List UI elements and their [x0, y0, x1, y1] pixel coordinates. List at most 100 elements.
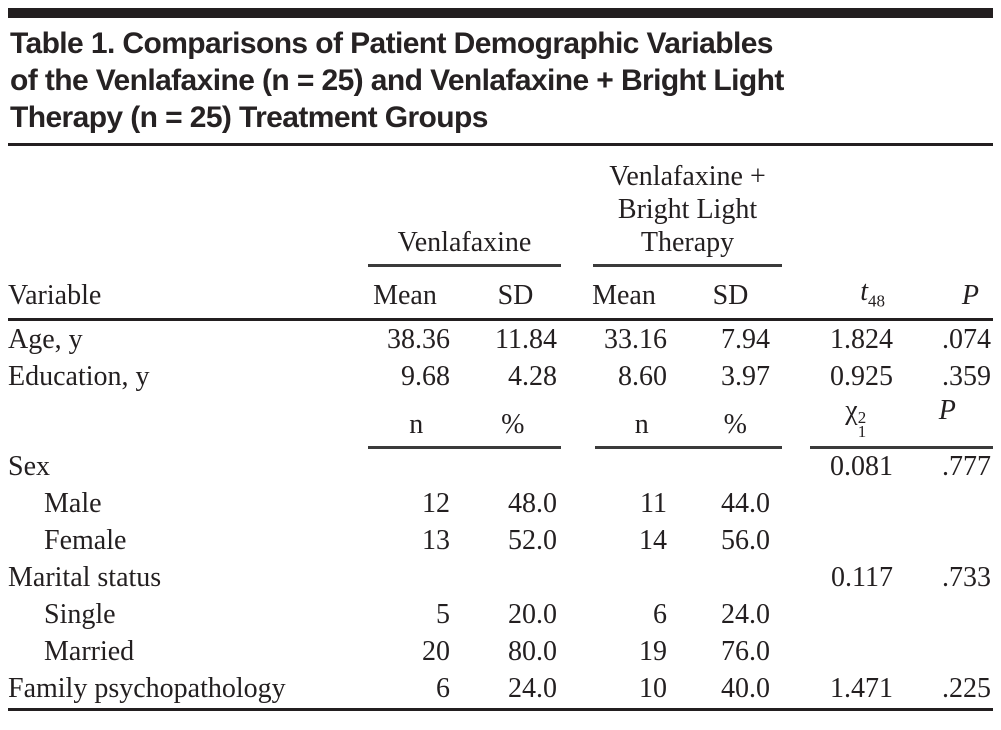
row-label: Sex — [8, 451, 50, 483]
group-header-row: Venlafaxine Venlafaxine + Bright Light T… — [8, 146, 993, 267]
cell — [679, 560, 782, 597]
table-row-age: Age, y 38.36 11.84 33.16 7.94 1.824 .074 — [8, 320, 993, 359]
cell: 0.925 — [830, 360, 894, 392]
cell: 3.97 — [721, 360, 771, 392]
row-label: Single — [44, 599, 116, 631]
title-line-2: of the Venlafaxine (n = 25) and Venlafax… — [10, 64, 784, 97]
table-row-married: Married 20 80.0 19 76.0 — [8, 634, 993, 671]
header-p-2: P — [938, 395, 956, 426]
title-line-3: Therapy (n = 25) Treatment Groups — [10, 101, 488, 134]
spacer-cell — [8, 395, 348, 449]
table-row-sex: Sex 0.081 .777 — [8, 449, 993, 486]
cell: 8.60 — [618, 360, 667, 392]
cell: .074 — [942, 323, 992, 355]
cell: 80.0 — [508, 636, 557, 668]
cell — [348, 560, 462, 597]
spacer-cell — [8, 146, 348, 267]
count-header-group-2: n % — [569, 395, 783, 449]
table-row-female: Female 13 52.0 14 56.0 — [8, 523, 993, 560]
group-label: Venlafaxine — [397, 227, 532, 258]
cell — [679, 449, 782, 486]
header-mean-1: Mean — [348, 267, 462, 321]
cell: 13 — [422, 525, 450, 557]
cell: 1.824 — [830, 323, 894, 355]
cell: .733 — [942, 562, 992, 594]
cell: 40.0 — [721, 673, 771, 705]
group-label: Venlafaxine + Bright Light Therapy — [609, 161, 766, 258]
header-n-2: n — [634, 408, 649, 440]
column-header-row: Variable Mean SD Mean SD t48 P — [8, 267, 994, 321]
cell — [782, 597, 905, 634]
row-label: Family psychopathology — [8, 673, 286, 705]
title-line-1: Table 1. Comparisons of Patient Demograp… — [10, 27, 773, 60]
cell: 48.0 — [508, 488, 557, 520]
group-header-venlafaxine-blt: Venlafaxine + Bright Light Therapy — [569, 146, 783, 267]
cell: 24.0 — [721, 599, 771, 631]
cell — [348, 449, 462, 486]
header-t48: t48 — [782, 267, 906, 321]
spacer-cell — [782, 146, 905, 267]
cell — [569, 449, 679, 486]
cell: 38.36 — [387, 323, 450, 355]
cell: 52.0 — [508, 525, 557, 557]
cell: .777 — [942, 451, 992, 483]
cell — [569, 560, 679, 597]
row-label: Education, y — [8, 360, 150, 392]
header-variable: Variable — [8, 267, 348, 321]
cell — [462, 560, 569, 597]
row-label: Age, y — [8, 323, 83, 355]
title-rule — [8, 143, 993, 146]
header-sd-2: SD — [679, 267, 783, 321]
cell: 24.0 — [508, 673, 557, 705]
row-label: Married — [44, 636, 135, 668]
header-mean-2: Mean — [569, 267, 679, 321]
cell: 76.0 — [721, 636, 771, 668]
group-header-venlafaxine: Venlafaxine — [348, 146, 569, 267]
cell: 12 — [422, 488, 450, 520]
cell: 6 — [436, 673, 450, 705]
cell: 56.0 — [721, 525, 771, 557]
cell — [905, 597, 993, 634]
cell: 4.28 — [508, 360, 557, 392]
count-header-group-1: n % — [348, 395, 569, 449]
table-row-marital-status: Marital status 0.117 .733 — [8, 560, 993, 597]
cell — [782, 523, 905, 560]
row-label: Marital status — [8, 562, 162, 594]
cell — [905, 486, 993, 523]
row-label: Female — [44, 525, 127, 557]
header-pct-1: % — [501, 408, 525, 440]
cell: 20.0 — [508, 599, 557, 631]
cell: 5 — [436, 599, 450, 631]
cell: 33.16 — [604, 323, 667, 355]
cell: 9.68 — [401, 360, 450, 392]
page: Table 1. Comparisons of Patient Demograp… — [8, 8, 994, 711]
cell: 1.471 — [830, 673, 894, 705]
header-pct-2: % — [723, 408, 747, 440]
cell: 6 — [653, 599, 667, 631]
cell — [782, 634, 905, 671]
cell: 44.0 — [721, 488, 771, 520]
cell: 0.117 — [831, 562, 894, 594]
cell: .359 — [942, 360, 992, 392]
cell: 19 — [639, 636, 667, 668]
table-title: Table 1. Comparisons of Patient Demograp… — [10, 25, 993, 136]
spacer-cell — [905, 146, 993, 267]
cell: .225 — [942, 673, 992, 705]
table-row-family-psychopathology: Family psychopathology 6 24.0 10 40.0 1.… — [8, 671, 993, 710]
table-row-male: Male 12 48.0 11 44.0 — [8, 486, 993, 523]
cell: 0.081 — [830, 451, 894, 483]
demographics-table: Venlafaxine Venlafaxine + Bright Light T… — [8, 146, 994, 711]
cell: 14 — [639, 525, 667, 557]
table-row-single: Single 5 20.0 6 24.0 — [8, 597, 993, 634]
top-rule-bar — [8, 8, 993, 18]
cell — [905, 634, 993, 671]
table-row-education: Education, y 9.68 4.28 8.60 3.97 0.925 .… — [8, 358, 993, 395]
cell: 11.84 — [495, 323, 557, 355]
cell — [905, 523, 993, 560]
cell: 11 — [640, 488, 667, 520]
header-n-1: n — [409, 408, 424, 440]
cell: 20 — [422, 636, 450, 668]
